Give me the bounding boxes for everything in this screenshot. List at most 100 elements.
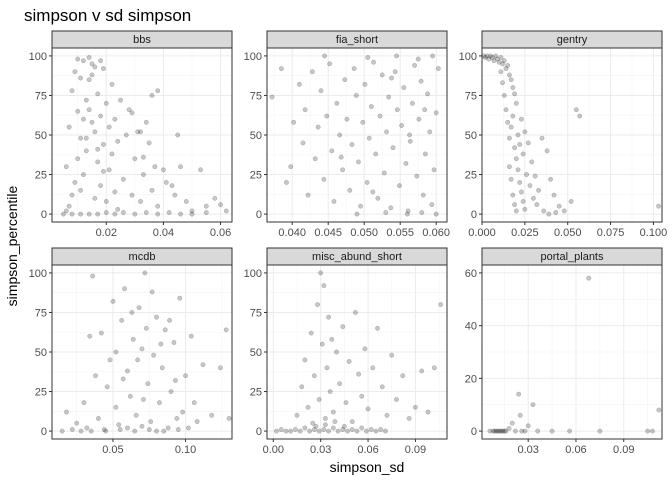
data-point [407, 132, 412, 138]
data-point [331, 199, 337, 204]
data-point [375, 325, 380, 331]
data-point [113, 404, 119, 410]
data-point [171, 340, 177, 345]
data-point [93, 373, 98, 379]
data-point [541, 208, 547, 214]
data-point [415, 56, 421, 62]
data-point [300, 140, 306, 146]
data-point [486, 56, 492, 62]
data-point [493, 428, 499, 434]
y-tick-label: 20 [465, 373, 477, 385]
data-point [212, 195, 218, 201]
data-point [186, 425, 191, 431]
data-point [149, 93, 155, 98]
data-point [497, 428, 502, 434]
data-point [154, 314, 159, 320]
x-tick-label: 0.050 [350, 227, 378, 239]
data-point [138, 199, 143, 204]
data-point [510, 192, 516, 198]
data-point [101, 168, 106, 174]
strip-label-fia_short: fia_short [336, 34, 378, 46]
data-point [183, 199, 189, 204]
points-fia_short [269, 53, 441, 217]
data-point [299, 384, 305, 390]
data-point [549, 428, 555, 434]
data-point [329, 336, 335, 342]
data-point [496, 59, 502, 65]
x-tick-label: 0.06 [357, 444, 378, 456]
data-point [507, 164, 512, 170]
data-point [365, 406, 371, 412]
data-point [507, 135, 512, 141]
data-point [498, 428, 504, 434]
data-point [311, 427, 317, 432]
data-point [98, 330, 104, 336]
data-point [386, 94, 392, 100]
data-point [534, 202, 540, 208]
data-point [142, 270, 148, 276]
y-tick-label: 100 [244, 268, 262, 280]
data-point [98, 58, 103, 64]
y-tick-label: 25 [35, 387, 47, 399]
data-point [362, 346, 368, 352]
data-point [506, 426, 512, 431]
data-point [656, 407, 662, 413]
x-tick-label: 0.05 [102, 444, 123, 456]
data-point [326, 428, 331, 434]
data-point [346, 359, 352, 364]
x-tick-label: 0.06 [210, 227, 231, 239]
data-point [121, 210, 126, 215]
data-point [400, 373, 406, 379]
x-tick-label: 0.060 [422, 227, 450, 239]
data-point [288, 164, 294, 170]
data-point [74, 420, 80, 426]
data-point [522, 129, 528, 135]
data-point [505, 63, 511, 68]
data-point [531, 195, 536, 201]
data-point [69, 427, 75, 432]
data-point [203, 203, 209, 209]
data-point [419, 210, 425, 215]
data-point [120, 376, 126, 382]
data-point [529, 159, 535, 165]
data-point [491, 58, 497, 64]
data-point [167, 317, 172, 323]
data-point [112, 116, 118, 122]
data-point [525, 140, 531, 146]
strip-label-portal_plants: portal_plants [541, 251, 604, 263]
data-point [324, 365, 330, 371]
data-point [226, 416, 232, 421]
data-point [191, 400, 197, 406]
data-point [498, 69, 504, 75]
data-point [326, 314, 331, 320]
strip-label-gentry: gentry [557, 34, 588, 46]
data-point [420, 192, 426, 198]
data-point [501, 428, 507, 434]
data-point [513, 100, 519, 106]
y-tick-label: 0 [256, 209, 262, 221]
data-point [508, 124, 514, 130]
data-point [330, 409, 336, 415]
data-point [307, 428, 313, 434]
data-point [513, 208, 519, 214]
data-point [429, 202, 435, 208]
data-point [368, 104, 374, 109]
data-point [430, 53, 435, 59]
data-point [125, 425, 130, 431]
data-point [347, 187, 353, 193]
data-point [217, 365, 223, 371]
data-point [161, 428, 167, 434]
data-point [483, 55, 488, 60]
data-point [327, 389, 333, 394]
data-point [597, 428, 603, 434]
data-point [397, 183, 402, 189]
data-point [349, 419, 355, 424]
data-point [223, 208, 229, 214]
data-point [291, 119, 297, 125]
data-point [61, 211, 66, 217]
data-point [353, 93, 359, 98]
data-point [75, 108, 81, 114]
x-tick-label: 0.02 [96, 227, 117, 239]
data-point [92, 129, 98, 135]
data-point [321, 427, 327, 432]
